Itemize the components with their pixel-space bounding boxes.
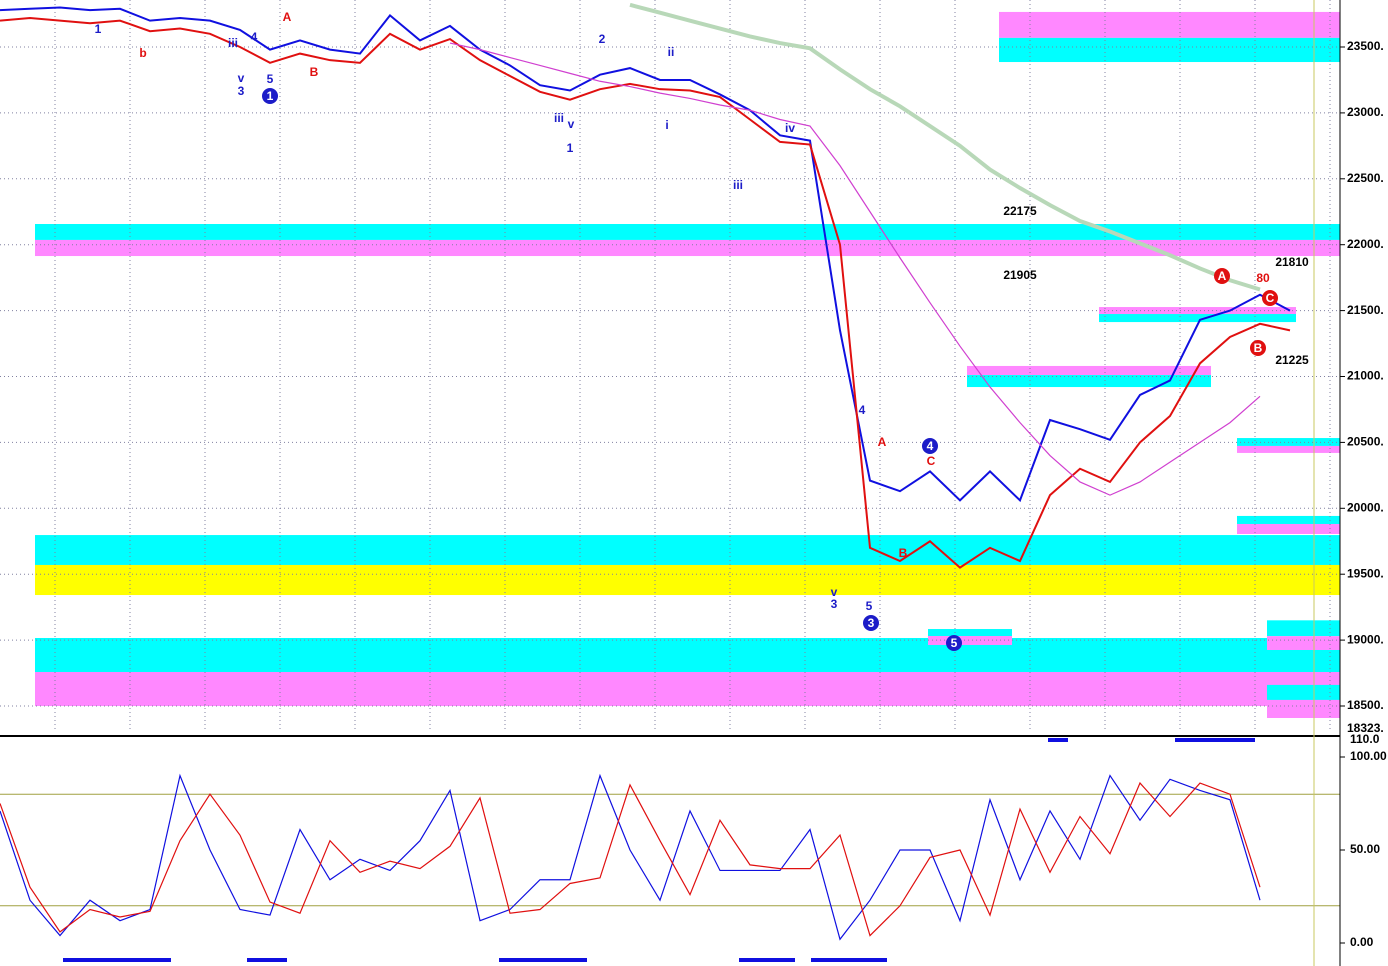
annotation: 4 bbox=[251, 30, 258, 44]
annotation: 21905 bbox=[1003, 268, 1037, 282]
annotation: B bbox=[310, 65, 319, 79]
annotation: iv bbox=[785, 121, 795, 135]
zone bbox=[967, 365, 1211, 376]
zone bbox=[1267, 620, 1340, 637]
annotation: A bbox=[283, 10, 292, 24]
zone bbox=[928, 629, 1012, 637]
zone bbox=[35, 637, 1340, 672]
zone bbox=[35, 224, 1340, 240]
wave-circle bbox=[262, 88, 278, 104]
circled-label: 5 bbox=[951, 636, 958, 650]
y-tick-label: 22000. bbox=[1347, 237, 1384, 251]
annotation: v bbox=[568, 117, 575, 131]
wave-circle bbox=[1250, 340, 1266, 356]
annotation: C bbox=[927, 454, 936, 468]
y-tick-label: 20000. bbox=[1347, 500, 1384, 514]
annotation: B bbox=[899, 546, 908, 560]
annotation: 21225 bbox=[1275, 353, 1309, 367]
y-tick-label: 0.00 bbox=[1350, 935, 1374, 949]
zone bbox=[1099, 307, 1296, 315]
circled-label: 4 bbox=[927, 439, 934, 453]
annotation: v bbox=[831, 585, 838, 599]
zone bbox=[1099, 314, 1296, 323]
series-line bbox=[0, 17, 1291, 569]
series-line bbox=[629, 2, 1261, 292]
annotation: b bbox=[139, 46, 146, 60]
wave-circle bbox=[863, 615, 879, 631]
y-tick-label: 23000. bbox=[1347, 105, 1384, 119]
wave-circle bbox=[946, 635, 962, 651]
series-line bbox=[0, 781, 1261, 937]
y-tick-label: 23500. bbox=[1347, 39, 1384, 53]
zone bbox=[1237, 445, 1340, 453]
signal-bar bbox=[1175, 738, 1255, 742]
series-line bbox=[0, 773, 1261, 941]
zone bbox=[1267, 699, 1340, 718]
annotation: 21810 bbox=[1275, 255, 1309, 269]
y-tick-label: 19500. bbox=[1347, 566, 1384, 580]
y-tick-label: 100.00 bbox=[1350, 749, 1387, 763]
last-price-label: 18323. bbox=[1347, 721, 1384, 735]
signal-bar bbox=[247, 958, 287, 962]
y-tick-label: 19000. bbox=[1347, 632, 1384, 646]
signal-bar bbox=[811, 958, 887, 962]
circled-label: C bbox=[1266, 291, 1275, 305]
annotation: ii bbox=[668, 45, 675, 59]
annotation: 80 bbox=[1256, 271, 1270, 285]
annotation: 1 bbox=[567, 141, 574, 155]
zone bbox=[35, 671, 1340, 706]
wave-circle bbox=[1214, 268, 1230, 284]
signal-bar bbox=[499, 958, 587, 962]
annotation: iii bbox=[228, 36, 238, 50]
wave-circle bbox=[1262, 290, 1278, 306]
annotation: 22175 bbox=[1003, 204, 1037, 218]
annotation: iii bbox=[554, 111, 564, 125]
circled-label: 1 bbox=[267, 89, 274, 103]
annotation: 4 bbox=[859, 403, 866, 417]
zone bbox=[35, 535, 1340, 565]
annotation: 3 bbox=[238, 84, 245, 98]
zone bbox=[999, 11, 1340, 38]
zone bbox=[1237, 515, 1340, 524]
annotation: A bbox=[878, 435, 887, 449]
y-tick-label: 21500. bbox=[1347, 303, 1384, 317]
y-tick-label: 21000. bbox=[1347, 369, 1384, 383]
zone bbox=[1267, 636, 1340, 650]
annotation: 5 bbox=[267, 72, 274, 86]
series-line bbox=[0, 6, 1291, 503]
annotation: i bbox=[665, 118, 668, 132]
zone bbox=[1267, 684, 1340, 700]
circled-label: 3 bbox=[868, 616, 875, 630]
zone bbox=[967, 375, 1211, 388]
signal-bar bbox=[63, 958, 171, 962]
annotation: v bbox=[238, 71, 245, 85]
zone bbox=[999, 37, 1340, 63]
annotation: 1 bbox=[95, 22, 102, 36]
y-tick-label: 20500. bbox=[1347, 435, 1384, 449]
zone bbox=[928, 636, 1012, 645]
zone bbox=[35, 564, 1340, 596]
y-tick-label: 18500. bbox=[1347, 698, 1384, 712]
circled-label: B bbox=[1254, 341, 1263, 355]
annotation: 5 bbox=[866, 599, 873, 613]
annotation: 2 bbox=[599, 32, 606, 46]
top-label: 110.0 bbox=[1350, 732, 1380, 746]
wave-circle bbox=[922, 438, 938, 454]
y-tick-label: 50.00 bbox=[1350, 842, 1380, 856]
signal-bar bbox=[1048, 738, 1068, 742]
zone bbox=[1237, 523, 1340, 535]
series-line bbox=[449, 42, 1261, 496]
circled-label: A bbox=[1218, 269, 1227, 283]
annotation: iii bbox=[733, 178, 743, 192]
annotation: 3 bbox=[831, 597, 838, 611]
y-tick-label: 22500. bbox=[1347, 171, 1384, 185]
zone bbox=[35, 239, 1340, 257]
signal-bar bbox=[739, 958, 795, 962]
